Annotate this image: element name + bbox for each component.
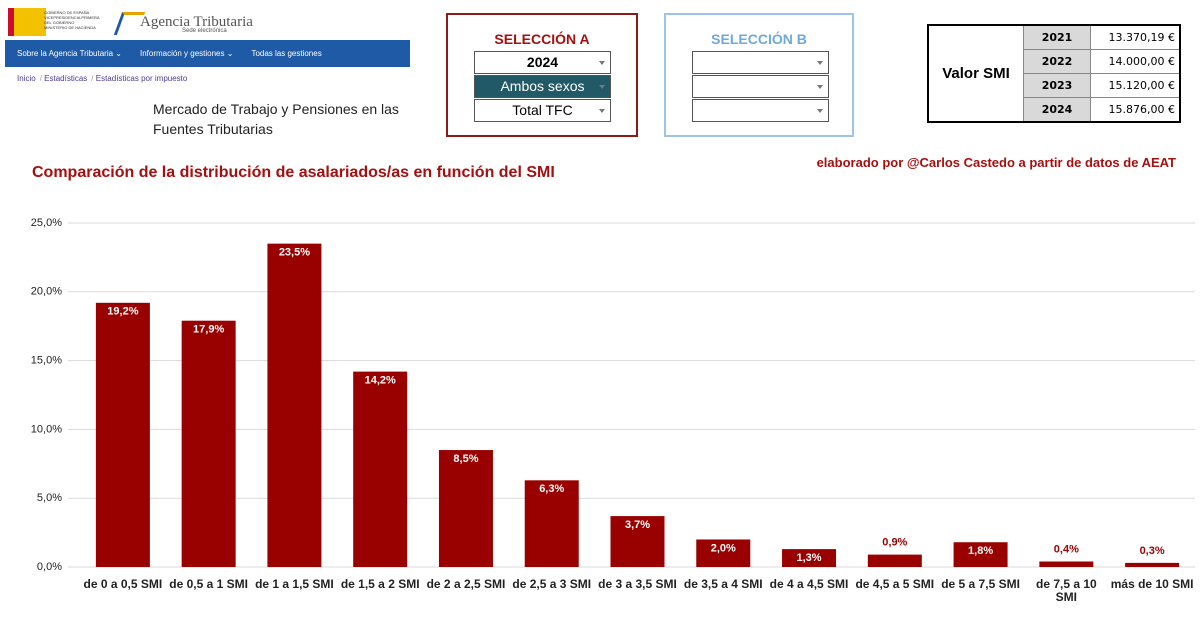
x-tick-label: más de 10 SMI bbox=[1110, 577, 1194, 591]
y-tick-label: 20,0% bbox=[31, 286, 62, 298]
smi-table: Valor SMI 2021 13.370,19 € 2022 14.000,00 … bbox=[927, 24, 1181, 123]
bar bbox=[610, 516, 665, 567]
table-label: Valor SMI bbox=[927, 24, 1024, 123]
selection-title: SELECCIÓN A bbox=[494, 31, 590, 47]
coat-of-arms bbox=[8, 8, 46, 36]
x-tick-label: de 3 a 3,5 SMI bbox=[598, 577, 677, 591]
breadcrumb-link[interactable]: Inicio bbox=[17, 74, 36, 83]
breadcrumb: Inicio Estadísticas Estadísticas por imp… bbox=[17, 74, 187, 83]
x-tick-label: de 1,5 a 2 SMI bbox=[340, 577, 420, 591]
dropdown[interactable]: Total TFC bbox=[474, 99, 611, 122]
agency-subtitle: Sede electrónica bbox=[182, 28, 227, 34]
selection-a: SELECCIÓN A 2024 Ambos sexos Total TFC bbox=[446, 13, 638, 137]
value-cell: 15.876,00 € bbox=[1090, 97, 1181, 123]
nav-item[interactable]: Todas las gestiones bbox=[251, 49, 322, 58]
x-tick-label: de 2 a 2,5 SMI bbox=[426, 577, 506, 591]
dropdown[interactable]: 2024 bbox=[474, 51, 611, 74]
bar bbox=[696, 539, 751, 567]
nav-item[interactable]: Información y gestiones bbox=[140, 49, 233, 58]
x-tick-label: de 0 a 0,5 SMI bbox=[83, 577, 163, 591]
bar bbox=[95, 302, 150, 567]
data-label: 0,9% bbox=[882, 537, 907, 549]
nav-item[interactable]: Sobre la Agencia Tributaria bbox=[17, 49, 122, 58]
dropdown[interactable] bbox=[692, 51, 829, 74]
bar bbox=[1125, 562, 1180, 567]
y-tick-label: 15,0% bbox=[31, 355, 62, 367]
breadcrumb-link[interactable]: Estadísticas bbox=[40, 74, 87, 83]
data-label: 23,5% bbox=[279, 247, 310, 259]
chart: 0,0% 5,0% 10,0% 15,0% 20,0% 25,0% 19,2% 17,9% 23… bbox=[31, 217, 1195, 573]
page-title: Mercado de Trabajo y Pensiones en las Fu… bbox=[153, 101, 399, 137]
x-tick-label: de 3,5 a 4 SMI bbox=[683, 577, 763, 591]
year-cell: 2023 bbox=[1023, 73, 1091, 98]
data-label: 0,3% bbox=[1140, 545, 1165, 557]
x-tick-label: de 7,5 a 10 SMI bbox=[1035, 577, 1097, 604]
value-cell: 13.370,19 € bbox=[1090, 24, 1181, 50]
bar bbox=[181, 320, 236, 567]
credit: elaborado por @Carlos Castedo a partir d… bbox=[816, 155, 1176, 170]
chart-title: Comparación de la distribución de asalar… bbox=[32, 164, 555, 181]
dropdown[interactable] bbox=[692, 75, 829, 98]
bar bbox=[267, 243, 322, 567]
year-cell: 2024 bbox=[1023, 97, 1091, 123]
year-cell: 2022 bbox=[1023, 49, 1091, 74]
x-tick-label: de 4 a 4,5 SMI bbox=[769, 577, 849, 591]
y-tick-label: 0,0% bbox=[37, 561, 62, 573]
government-line: GOBIERNO DE ESPAÑA bbox=[44, 10, 90, 15]
breadcrumb-link[interactable]: Estadísticas por impuesto bbox=[91, 74, 188, 83]
bar bbox=[953, 542, 1008, 567]
data-label: 6,3% bbox=[539, 483, 564, 495]
x-tick-label: de 2,5 a 3 SMI bbox=[512, 577, 592, 591]
data-label: 3,7% bbox=[625, 519, 650, 531]
bar bbox=[867, 554, 922, 567]
data-label: 14,2% bbox=[365, 375, 396, 387]
bar bbox=[1039, 561, 1094, 567]
bar bbox=[524, 480, 579, 567]
data-label: 1,8% bbox=[968, 545, 993, 557]
year-cell: 2021 bbox=[1023, 24, 1091, 50]
selection-title: SELECCIÓN B bbox=[711, 31, 807, 47]
y-tick-label: 5,0% bbox=[37, 492, 62, 504]
data-label: 0,4% bbox=[1054, 543, 1079, 555]
y-tick-label: 25,0% bbox=[31, 217, 62, 229]
government-text: GOBIERNO DE ESPAÑA VICEPRESIDENCIA PRIME… bbox=[44, 10, 104, 30]
nav-bar: Sobre la Agencia Tributaria Información … bbox=[5, 40, 410, 67]
dropdown[interactable]: Ambos sexos bbox=[474, 75, 611, 98]
x-tick-label: de 1 a 1,5 SMI bbox=[255, 577, 334, 591]
data-label: 19,2% bbox=[107, 306, 138, 318]
data-label: 1,3% bbox=[796, 552, 821, 564]
data-label: 2,0% bbox=[711, 542, 736, 554]
bar bbox=[438, 450, 493, 567]
x-tick-label: de 5 a 7,5 SMI bbox=[941, 577, 1020, 591]
bar bbox=[353, 371, 408, 567]
government-line: VICEPRESIDENCIA PRIMERA DEL GOBIERNO bbox=[44, 15, 100, 25]
government-line: MINISTERIO DE HACIENDA bbox=[44, 25, 96, 30]
data-label: 8,5% bbox=[453, 453, 478, 465]
value-cell: 15.120,00 € bbox=[1090, 73, 1181, 98]
agency-name: Agencia Tributaria bbox=[140, 14, 253, 30]
dropdown[interactable] bbox=[692, 99, 829, 122]
y-tick-label: 10,0% bbox=[31, 423, 62, 435]
data-label: 17,9% bbox=[193, 324, 224, 336]
selection-b: SELECCIÓN B bbox=[664, 13, 854, 137]
value-cell: 14.000,00 € bbox=[1090, 49, 1181, 74]
bar bbox=[782, 549, 837, 567]
x-tick-label: de 0,5 a 1 SMI bbox=[169, 577, 248, 591]
x-tick-label: de 4,5 a 5 SMI bbox=[855, 577, 935, 591]
x-labels: de 0 a 0,5 SMI de 0,5 a 1 SMI de 1 a 1,5 S… bbox=[0, 140, 1200, 617]
